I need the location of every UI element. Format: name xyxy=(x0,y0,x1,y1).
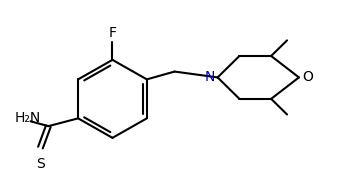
Text: N: N xyxy=(204,70,215,84)
Text: S: S xyxy=(36,157,45,171)
Text: O: O xyxy=(302,70,313,84)
Text: F: F xyxy=(108,26,117,40)
Text: H₂N: H₂N xyxy=(15,111,41,125)
